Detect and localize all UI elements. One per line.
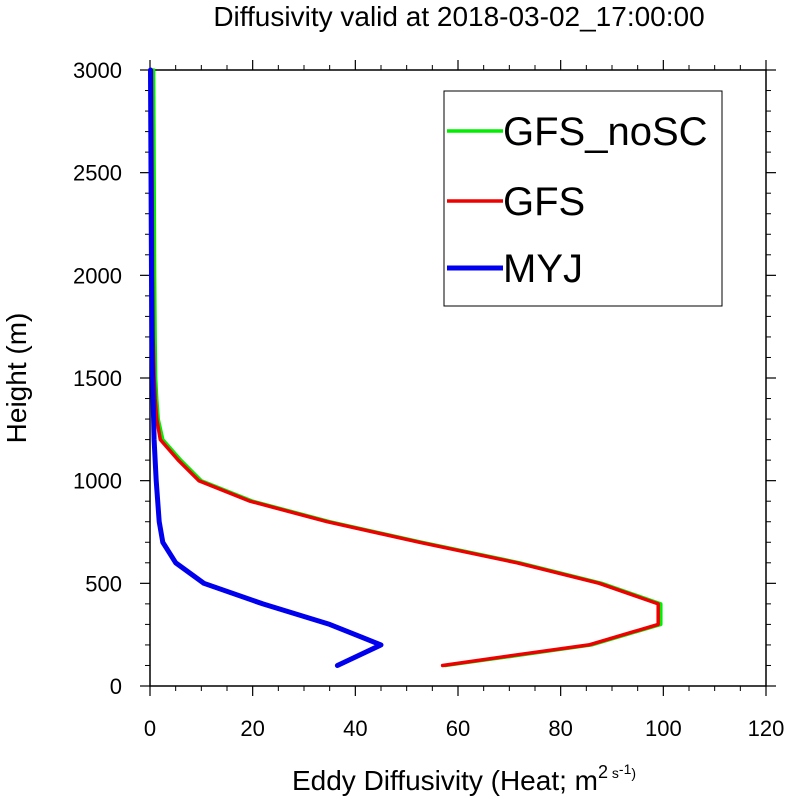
- y-tick-label: 3000: [73, 58, 122, 83]
- legend-label: GFS_noSC: [503, 110, 708, 154]
- x-tick-label: 40: [343, 716, 367, 741]
- y-tick-label: 1000: [73, 469, 122, 494]
- y-tick-label: 0: [110, 674, 122, 699]
- x-tick-label: 0: [144, 716, 156, 741]
- y-tick-label: 1500: [73, 366, 122, 391]
- x-tick-label: 80: [548, 716, 572, 741]
- x-axis-label: Eddy Diffusivity (Heat; m2 s-1): [292, 761, 636, 796]
- x-axis-label-main: Eddy Diffusivity (Heat; m: [292, 765, 598, 796]
- series-lines: [148, 67, 663, 668]
- y-axis-label: Height (m): [1, 313, 32, 444]
- x-axis-label-mid: s: [608, 765, 619, 781]
- series-line-myj: [148, 67, 384, 668]
- x-axis-label-sup2: -1: [619, 761, 632, 777]
- x-tick-label: 60: [446, 716, 470, 741]
- y-tick-label: 2000: [73, 263, 122, 288]
- x-tick-label: 100: [645, 716, 682, 741]
- x-axis-label-sup1: 2: [598, 762, 608, 782]
- legend-label: GFS: [503, 180, 585, 224]
- chart-title: Diffusivity valid at 2018-03-02_17:00:00: [213, 1, 704, 32]
- legend: GFS_noSC GFS MYJ: [443, 90, 723, 307]
- y-tick-label: 500: [85, 571, 122, 596]
- x-tick-label: 20: [240, 716, 264, 741]
- x-axis-label-end: ): [631, 765, 636, 781]
- legend-label: MYJ: [503, 247, 583, 291]
- x-tick-label: 120: [748, 716, 785, 741]
- axis-ticks: 0 20 40 60 80 100 120 0 500 1000 1500 2000 2500 3000: [73, 58, 784, 741]
- y-tick-label: 2500: [73, 161, 122, 186]
